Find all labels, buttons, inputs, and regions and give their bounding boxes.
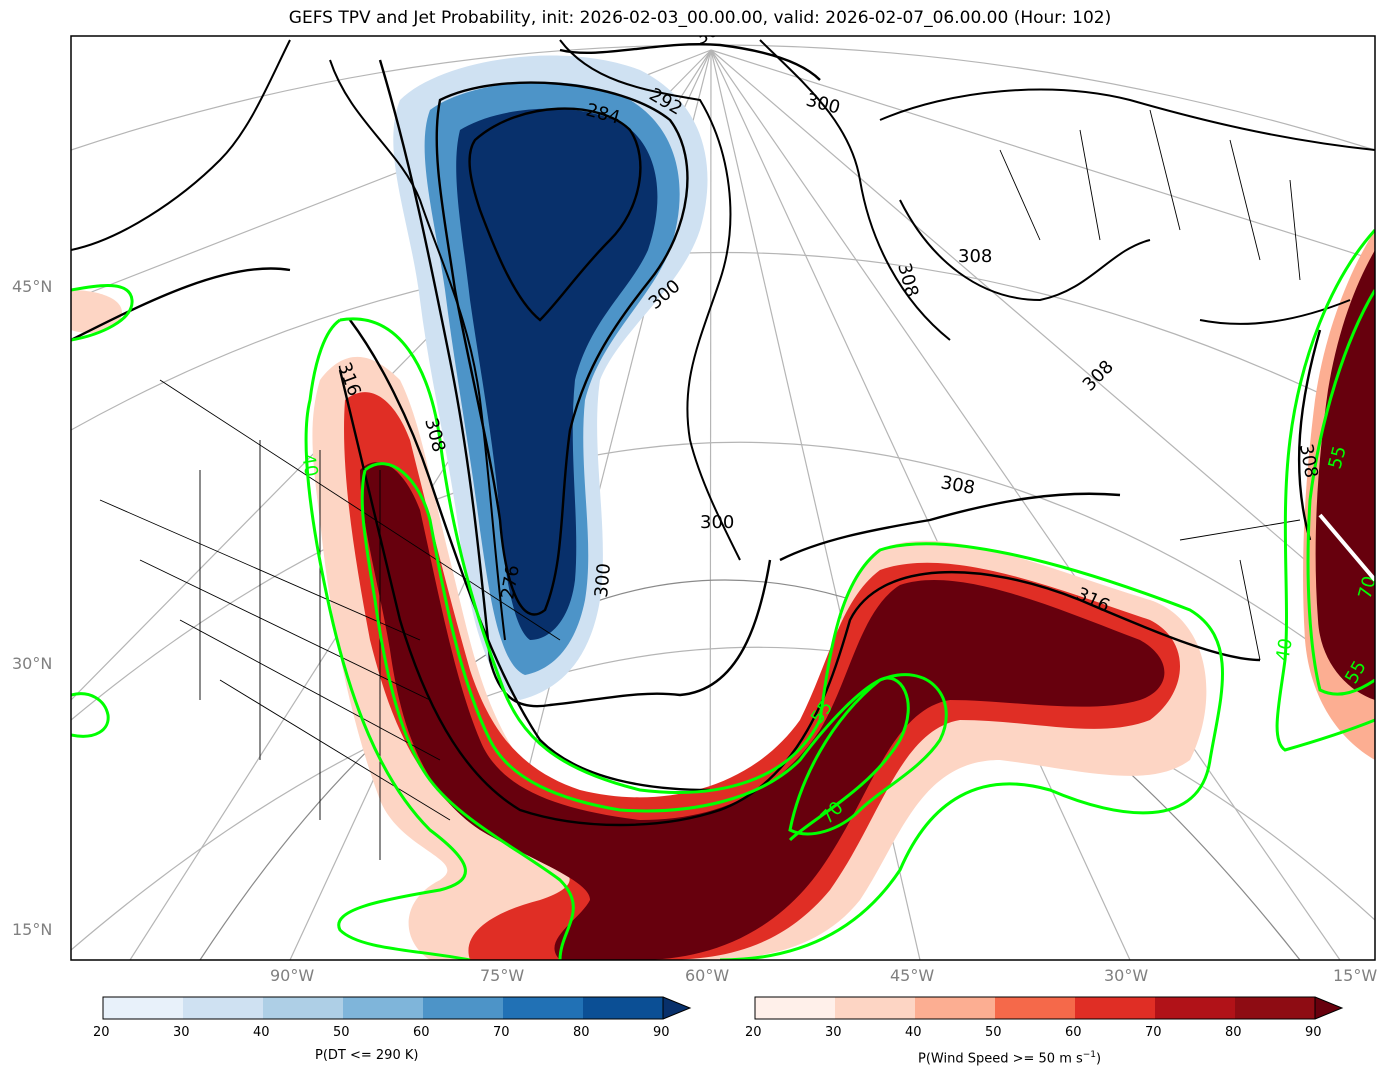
lon-label-60w: 60°W [685,966,730,985]
cbar-wind-seg [755,997,835,1019]
cbar-wind-outline [754,996,1316,1020]
jet-label: 70 [1355,574,1381,602]
map-frame [70,35,1376,961]
theta-contours [71,43,1322,827]
jet-label: 40 [297,452,322,478]
cbar-dt-outline [102,996,664,1020]
cbar-wind-seg [1155,997,1235,1019]
cbar-wind-tick: 60 [1065,1025,1082,1040]
cbar-wind-seg [915,997,995,1019]
cbar-wind-seg [835,997,915,1019]
lat-label-15n: 15°N [12,920,53,939]
theta-label: 308 [893,261,922,300]
lon-label-90w: 90°W [270,966,315,985]
coastlines [71,39,1375,641]
theta-316 [338,369,1261,827]
cbar-wind-seg [1235,997,1315,1019]
cbar-dt-label: P(DT <= 290 K) [315,1048,419,1063]
cbar-dt-tick: 50 [333,1025,350,1040]
jet-40-sw [71,692,110,738]
cbar-wind-label-main: P(Wind Speed >= 50 m s [918,1051,1083,1067]
cbar-dt-tick: 40 [253,1025,270,1040]
cbar-dt-tick: 30 [173,1025,190,1040]
cbar-dt-tick: 80 [573,1025,590,1040]
cbar-dt-seg [503,997,583,1019]
jet-contours [71,228,1375,960]
lat-label-45n: 45°N [12,277,53,296]
cbar-wind-tick: 90 [1305,1025,1322,1040]
theta-label: 308 [1079,356,1118,395]
jet-label: 40 [1272,637,1297,663]
colorbar-wind [754,996,1344,1020]
cbar-wind-arrow [1315,997,1342,1019]
cbar-dt-tick: 90 [653,1025,670,1040]
theta-300-west [378,59,772,708]
cbar-wind-label: P(Wind Speed >= 50 m s−1) [918,1050,1101,1066]
cbar-dt-arrow [663,997,690,1019]
cbar-wind-tick: 40 [905,1025,922,1040]
lon-label-30w: 30°W [1104,966,1149,985]
colorbar-dt [102,996,692,1020]
cbar-dt-tick: 20 [93,1025,110,1040]
jet-40-west [304,317,1224,960]
cbar-dt-tick: 60 [413,1025,430,1040]
cbar-wind-seg [995,997,1075,1019]
cbar-dt-seg [263,997,343,1019]
cbar-wind-seg [1075,997,1155,1019]
lon-label-45w: 45°W [890,966,935,985]
theta-label: 308 [939,472,976,499]
theta-284 [468,107,642,322]
cbar-wind-label-sup: −1 [1082,1050,1097,1060]
jet-west-core [360,462,1165,960]
jet-40-east [1275,228,1375,752]
theta-308-east [1297,329,1322,541]
cbar-wind-tick: 80 [1225,1025,1242,1040]
theta-300-north [559,43,821,81]
cbar-wind-tick: 20 [745,1025,762,1040]
theta-label: 300 [804,90,843,119]
theta-308-a [71,267,291,342]
jet-probability-shading [71,230,1375,960]
jet-nw-blob [71,290,122,333]
lon-label-15w: 15°W [1333,966,1378,985]
cbar-dt-seg [583,997,663,1019]
borders [99,109,1301,860]
jet-east-core [1315,250,1375,700]
jet-55-east [1306,289,1375,696]
cbar-wind-label-end: ) [1096,1051,1102,1067]
cbar-dt-seg [423,997,503,1019]
jet-40-nw [71,284,134,342]
jet-55-west [360,462,910,960]
theta-292 [435,81,689,616]
theta-label: 300 [700,512,734,533]
cbar-wind-tick: 50 [985,1025,1002,1040]
figure-title: GEFS TPV and Jet Probability, init: 2026… [288,8,1112,28]
cbar-dt-tick: 70 [493,1025,510,1040]
cbar-dt-seg [103,997,183,1019]
theta-label: 308 [958,246,992,267]
cbar-dt-seg [343,997,423,1019]
theta-label: 300 [591,562,615,598]
lon-label-75w: 75°W [480,966,525,985]
cbar-wind-tick: 70 [1145,1025,1162,1040]
missing-data-streak [1318,513,1375,582]
theta-308-c [779,492,1121,562]
jet-70 [788,673,948,836]
cbar-wind-tick: 30 [825,1025,842,1040]
theta-308-b [349,319,711,792]
cbar-dt-seg [183,997,263,1019]
lat-label-30n: 30°N [12,654,53,673]
